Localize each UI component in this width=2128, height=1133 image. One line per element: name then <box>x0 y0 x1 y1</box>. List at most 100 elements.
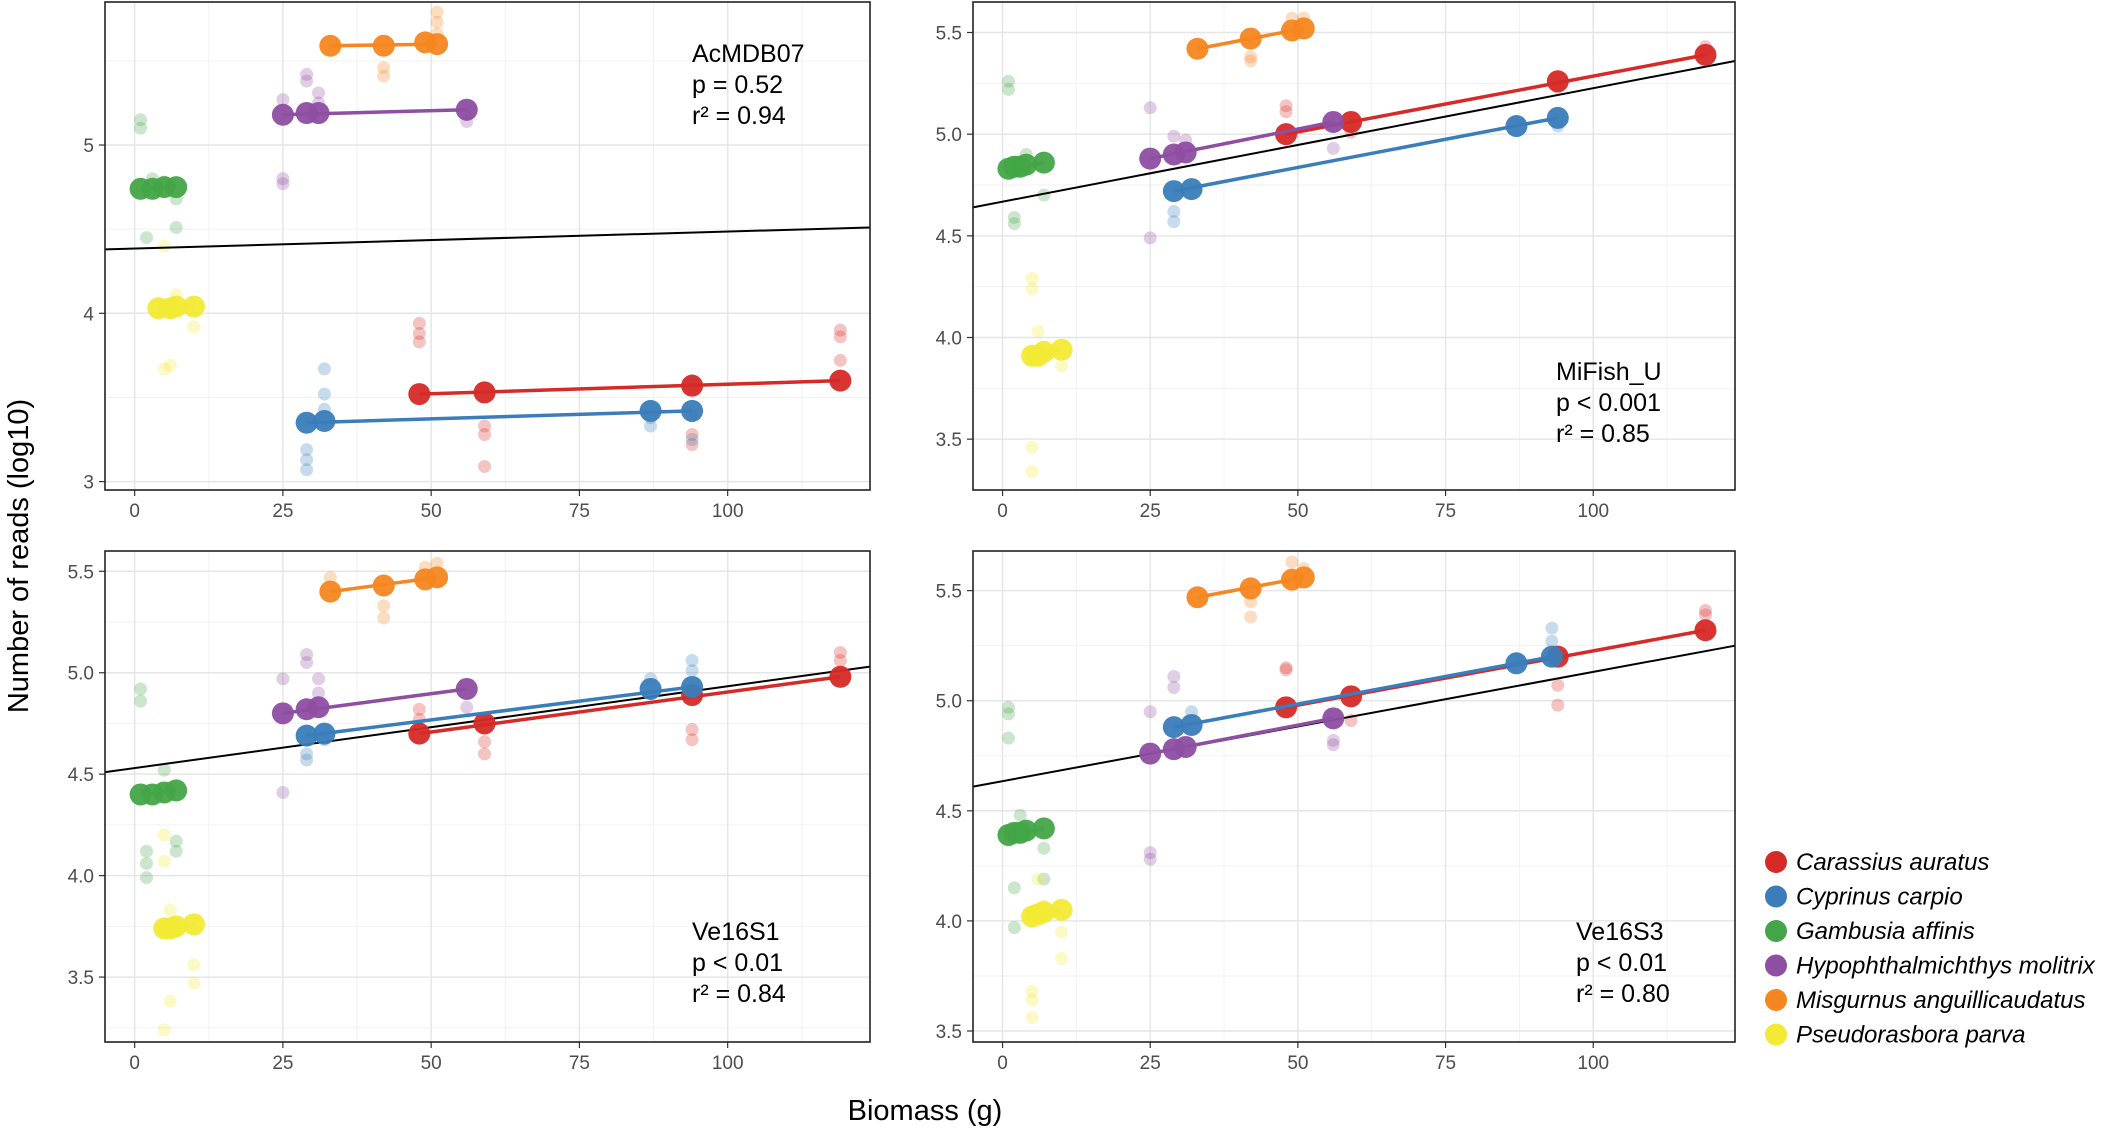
replicate-point <box>1326 141 1340 155</box>
mean-point <box>165 915 188 938</box>
replicate-point <box>317 362 331 376</box>
replicate-point <box>1698 608 1712 622</box>
y-tick-label: 5.5 <box>936 582 962 603</box>
stat-label: p < 0.001 <box>1556 389 1661 417</box>
replicate-point <box>833 353 847 367</box>
replicate-point <box>1244 50 1258 64</box>
mean-point <box>1032 340 1055 363</box>
replicate-point <box>1025 984 1039 998</box>
mean-point <box>681 399 704 422</box>
mean-point <box>271 702 294 725</box>
y-tick-label: 4.0 <box>936 912 962 933</box>
replicate-point <box>478 459 492 473</box>
replicate-point <box>1001 707 1015 721</box>
mean-point <box>165 176 188 199</box>
replicate-point <box>134 121 148 135</box>
replicate-point <box>276 672 290 686</box>
x-tick-label: 0 <box>997 501 1008 522</box>
replicate-point <box>1037 872 1051 886</box>
replicate-point <box>1285 555 1299 569</box>
replicate-point <box>157 362 171 376</box>
replicate-point <box>311 672 325 686</box>
replicate-point <box>169 844 183 858</box>
mean-point <box>1015 153 1038 176</box>
replicate-point <box>833 654 847 668</box>
legend-label: Gambusia affinis <box>1796 918 1975 945</box>
replicate-point <box>1025 1011 1039 1025</box>
mean-point <box>639 399 662 422</box>
stat-label: p < 0.01 <box>692 949 783 977</box>
mean-point <box>1540 645 1563 668</box>
y-tick-label: 4.0 <box>936 329 962 350</box>
x-axis-title: Biomass (g) <box>848 1095 1003 1127</box>
mean-point <box>307 696 330 719</box>
y-tick-label: 4.5 <box>68 765 94 786</box>
replicate-point <box>1551 698 1565 712</box>
marker-label: AcMDB07 <box>692 40 805 68</box>
species-fit-line <box>306 409 693 425</box>
legend-label: Misgurnus anguillicaudatus <box>1796 987 2086 1014</box>
legend-swatch <box>1765 1023 1787 1046</box>
replicate-point <box>300 74 314 88</box>
x-tick-label: 25 <box>272 501 293 522</box>
mean-point <box>1032 151 1055 174</box>
replicate-point <box>187 958 201 972</box>
legend-swatch <box>1765 954 1787 977</box>
legend-item: Cyprinus carpio <box>1765 884 1963 911</box>
replicate-point <box>430 5 444 19</box>
legend-swatch <box>1765 851 1787 873</box>
legend-label: Pseudorasbora parva <box>1796 1022 2025 1049</box>
replicate-point <box>300 647 314 661</box>
replicate-point <box>685 427 699 441</box>
replicate-point <box>1326 738 1340 752</box>
replicate-point <box>276 172 290 186</box>
replicate-point <box>644 419 658 433</box>
replicate-point <box>300 443 314 457</box>
mean-point <box>165 779 188 802</box>
x-tick-label: 100 <box>1577 1053 1609 1074</box>
replicate-point <box>163 994 177 1008</box>
x-tick-label: 25 <box>272 1053 293 1074</box>
replicate-point <box>1326 733 1340 747</box>
x-tick-label: 100 <box>712 501 744 522</box>
mean-point <box>319 34 342 57</box>
replicate-point <box>1037 188 1051 202</box>
replicate-point <box>1001 731 1015 745</box>
replicate-point <box>1244 610 1258 624</box>
legend-item: Misgurnus anguillicaudatus <box>1765 987 2086 1014</box>
legend-swatch <box>1765 989 1787 1011</box>
replicate-point <box>833 330 847 344</box>
replicate-point <box>1167 681 1181 695</box>
panel-border <box>104 550 871 1043</box>
marker-label: Ve16S1 <box>692 918 780 946</box>
replicate-point <box>1025 993 1039 1007</box>
replicate-point <box>430 556 444 570</box>
legend-swatch <box>1765 920 1787 942</box>
replicate-point <box>134 113 148 127</box>
replicate-point <box>685 433 699 447</box>
replicate-point <box>430 15 444 29</box>
panel-Ve16S3: 0 25 50 75 100 3.5 4.0 4.5 5.0 5.5 Ve16S3 p < 0.01 r… <box>936 550 1736 1074</box>
replicate-point <box>1167 129 1181 143</box>
mean-point <box>1174 141 1197 164</box>
y-tick-label: 3.5 <box>936 430 962 451</box>
stat-label: r² = 0.85 <box>1556 420 1650 448</box>
y-tick-label: 5 <box>83 136 94 157</box>
replicate-point <box>1007 211 1021 225</box>
y-tick-label: 3 <box>83 473 94 494</box>
legend-swatch <box>1765 885 1787 908</box>
mean-point <box>307 102 330 125</box>
mean-point <box>455 677 478 700</box>
replicate-point <box>1025 465 1039 479</box>
y-tick-label: 3.5 <box>936 1022 962 1043</box>
replicate-point <box>412 702 426 716</box>
replicate-point <box>1143 705 1157 719</box>
replicate-point <box>833 323 847 337</box>
replicate-point <box>140 871 154 885</box>
overall-regression-line <box>104 226 871 251</box>
legend-label: Cyprinus carpio <box>1796 884 1963 911</box>
replicate-point <box>300 453 314 467</box>
replicate-point <box>1013 808 1027 822</box>
mean-point <box>1340 685 1363 708</box>
